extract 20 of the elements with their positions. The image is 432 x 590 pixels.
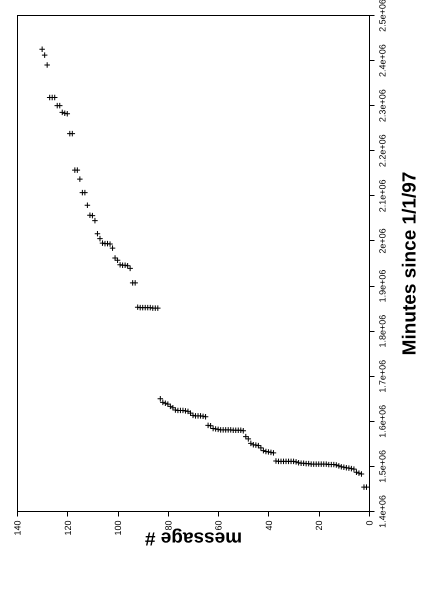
y-tick-label: 2.1e+06	[378, 179, 388, 212]
y-tick-label: 1.7e+06	[378, 360, 388, 393]
y-tick-label: 2.3e+06	[378, 89, 388, 122]
y-tick-label: 1.5e+06	[378, 450, 388, 483]
x-tick-label: 120	[62, 520, 73, 536]
y-tick-label: 1.4e+06	[378, 495, 388, 528]
x-tick-label: 0	[364, 520, 374, 526]
x-tick-label: 140	[12, 520, 22, 536]
y-tick-label: 1.6e+06	[378, 404, 388, 438]
x-tick-label: 40	[264, 520, 274, 531]
y-tick-label: 2e+06	[378, 228, 388, 254]
x-tick-label: 20	[314, 520, 324, 531]
y-tick-label: 1.9e+06	[378, 270, 388, 302]
x-tick-label: 100	[113, 520, 124, 536]
x-tick-label: 60	[214, 520, 224, 531]
y-tick-label: 1.8e+06	[378, 314, 388, 348]
y-axis-title: Minutes since 1/1/97	[400, 172, 420, 356]
y-tick-label: 2.4e+06	[378, 44, 388, 77]
x-tick-label: 80	[163, 520, 174, 531]
y-tick-label: 2.2e+06	[378, 134, 388, 168]
